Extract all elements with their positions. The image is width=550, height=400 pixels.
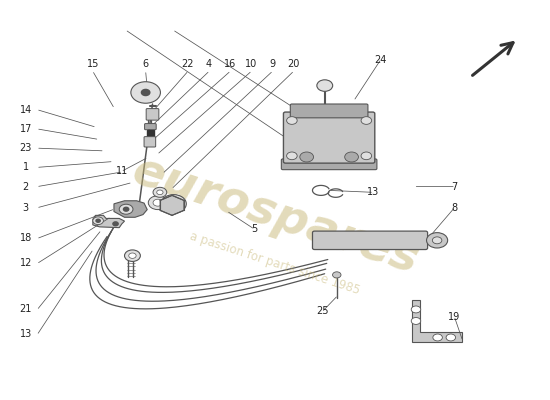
Text: 25: 25 [316,306,329,316]
Circle shape [287,117,297,124]
Text: 16: 16 [224,59,236,69]
Circle shape [123,207,129,211]
Text: 21: 21 [20,304,32,314]
FancyBboxPatch shape [283,112,375,163]
Circle shape [167,199,180,208]
Text: 11: 11 [116,166,128,176]
Circle shape [427,233,448,248]
Text: 19: 19 [448,312,461,322]
Text: 6: 6 [142,59,149,69]
Circle shape [148,196,167,210]
FancyBboxPatch shape [146,109,159,120]
Circle shape [287,152,297,160]
Circle shape [129,253,136,258]
Circle shape [333,272,341,278]
Text: 20: 20 [287,59,300,69]
Circle shape [96,219,100,222]
Polygon shape [160,195,184,215]
Circle shape [141,90,150,96]
Text: 15: 15 [87,59,99,69]
Circle shape [411,318,421,324]
Circle shape [433,334,442,341]
Circle shape [432,237,442,244]
Polygon shape [93,215,124,228]
Text: 10: 10 [245,59,257,69]
Text: 3: 3 [23,203,29,213]
Text: 12: 12 [20,258,32,268]
Circle shape [113,222,118,226]
Circle shape [93,217,103,224]
Text: 13: 13 [20,330,32,339]
Circle shape [361,152,372,160]
Text: 23: 23 [20,143,32,153]
Polygon shape [412,300,463,342]
Text: 1: 1 [23,162,29,172]
Circle shape [161,195,186,213]
Circle shape [124,250,140,262]
FancyBboxPatch shape [282,159,377,170]
Circle shape [300,152,313,162]
Text: 17: 17 [20,124,32,134]
Text: 14: 14 [20,105,32,115]
Circle shape [446,334,455,341]
Circle shape [119,204,133,214]
Text: 9: 9 [270,59,276,69]
Text: eurospares: eurospares [126,148,424,283]
FancyBboxPatch shape [144,137,156,147]
FancyBboxPatch shape [312,231,427,250]
Text: 2: 2 [23,182,29,192]
Text: 24: 24 [375,55,387,65]
Text: 22: 22 [182,59,194,69]
Circle shape [411,306,421,313]
Text: 5: 5 [251,224,257,234]
Circle shape [317,80,333,91]
Text: 8: 8 [452,203,458,213]
Circle shape [157,190,163,195]
Circle shape [345,152,359,162]
Polygon shape [114,201,147,217]
FancyBboxPatch shape [290,104,368,118]
Bar [147,130,153,137]
Circle shape [153,199,163,206]
Text: 4: 4 [206,59,212,69]
Text: a passion for parts since 1985: a passion for parts since 1985 [188,230,362,297]
Circle shape [131,82,161,103]
Text: 18: 18 [20,233,32,243]
Text: 13: 13 [366,187,379,197]
Circle shape [153,187,167,197]
FancyBboxPatch shape [145,124,156,130]
Text: 7: 7 [452,182,458,192]
Circle shape [361,117,372,124]
